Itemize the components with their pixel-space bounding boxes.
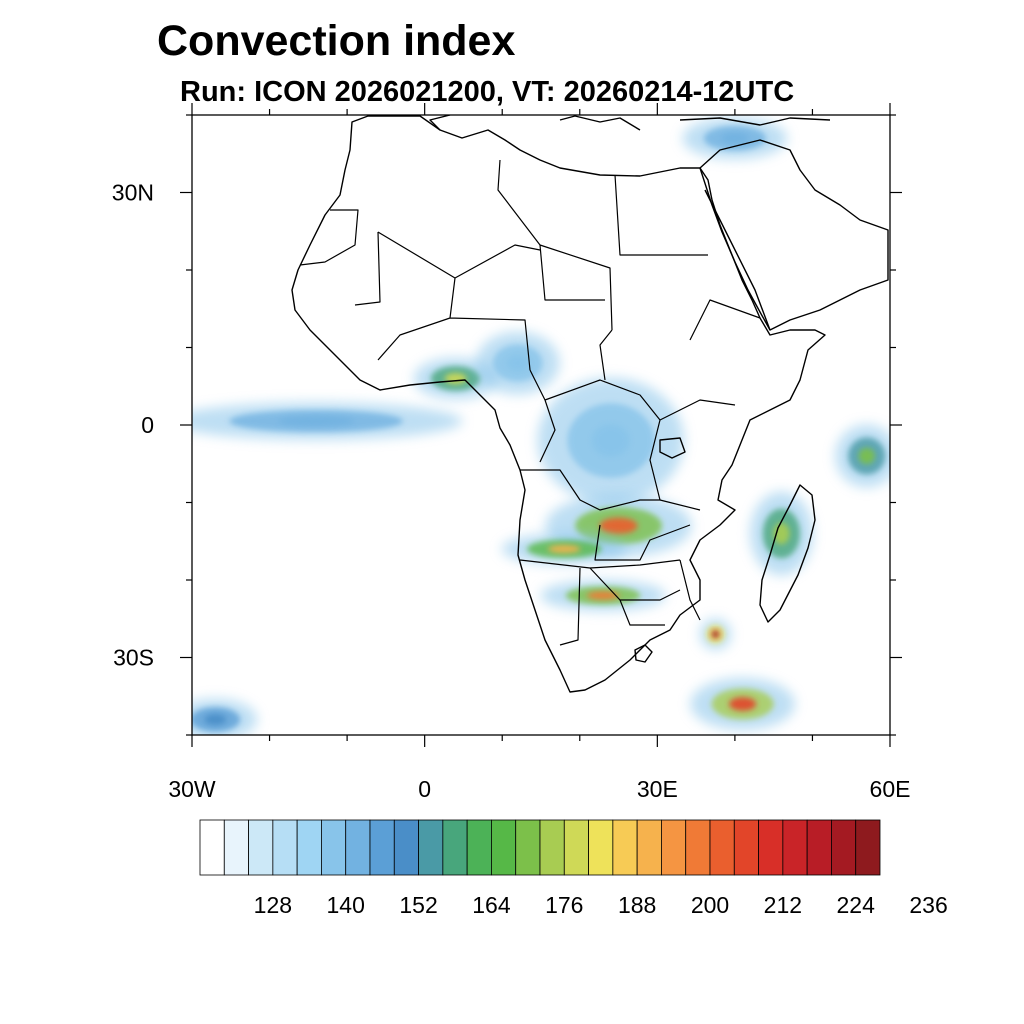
colorbar-swatch bbox=[588, 819, 614, 876]
colorbar-swatch bbox=[296, 819, 322, 876]
colorbar-swatch bbox=[442, 819, 468, 876]
convection-area-1 bbox=[192, 402, 463, 440]
x-tick-label: 30E bbox=[637, 776, 678, 802]
arabia-coastline bbox=[699, 139, 889, 331]
colorbar-swatch bbox=[393, 819, 419, 876]
coastlines-and-borders bbox=[291, 115, 889, 693]
convection-core bbox=[278, 416, 355, 427]
convection-area-12 bbox=[192, 698, 258, 735]
colorbar-swatch bbox=[782, 819, 808, 876]
convection-core bbox=[586, 591, 620, 600]
convection-area-11 bbox=[682, 117, 788, 160]
convection-core bbox=[858, 447, 875, 465]
colorbar-label: 140 bbox=[327, 892, 365, 918]
colorbar-swatch bbox=[636, 819, 662, 876]
convection-area-6 bbox=[540, 579, 666, 612]
colorbar-label: 212 bbox=[764, 892, 802, 918]
colorbar-label: 176 bbox=[545, 892, 583, 918]
colorbar-swatch bbox=[248, 819, 274, 876]
convection-core bbox=[204, 714, 227, 725]
colorbar-swatch bbox=[345, 819, 371, 876]
colorbar-swatch bbox=[272, 819, 298, 876]
madagascar-coastline bbox=[759, 484, 816, 623]
colorbar-swatch bbox=[661, 819, 687, 876]
colorbar-swatch bbox=[758, 819, 784, 876]
colorbar-swatch bbox=[685, 819, 711, 876]
x-tick-label: 30W bbox=[168, 776, 216, 802]
chart-title: Convection index bbox=[157, 17, 515, 65]
convection-area-8 bbox=[690, 677, 795, 731]
map-axes: 30W 0 30E 60E 30N 0 30S bbox=[112, 103, 911, 802]
convection-core bbox=[444, 373, 467, 384]
colorbar-swatch bbox=[223, 819, 249, 876]
convection-area-3 bbox=[537, 377, 685, 504]
colorbar-swatch bbox=[709, 819, 735, 876]
colorbar: 128 140 152 164 176 188 200 212 224 236 bbox=[199, 819, 948, 918]
colorbar-swatch bbox=[321, 819, 347, 876]
convection-core bbox=[547, 544, 581, 554]
y-tick-label: 0 bbox=[141, 412, 154, 438]
colorbar-label: 152 bbox=[399, 892, 437, 918]
colorbar-swatch bbox=[855, 819, 881, 876]
convection-area-2 bbox=[475, 331, 560, 395]
colorbar-label: 224 bbox=[837, 892, 876, 918]
colorbar-swatch bbox=[199, 819, 225, 876]
country-borders bbox=[299, 159, 761, 646]
colorbar-label: 188 bbox=[618, 892, 656, 918]
convection-core bbox=[599, 517, 638, 534]
colorbar-swatch bbox=[831, 819, 857, 876]
x-tick-label: 0 bbox=[418, 776, 431, 802]
colorbar-swatch bbox=[539, 819, 565, 876]
colorbar-swatch bbox=[369, 819, 395, 876]
europe-coastline bbox=[429, 115, 831, 131]
y-tick-label: 30S bbox=[113, 645, 154, 671]
convection-area-7 bbox=[699, 618, 732, 650]
convection-core bbox=[729, 697, 757, 711]
africa-coastline bbox=[291, 115, 826, 693]
colorbar-swatch bbox=[563, 819, 589, 876]
convection-core bbox=[506, 354, 529, 372]
red-sea-coast bbox=[704, 189, 771, 331]
x-tick-label: 60E bbox=[870, 776, 911, 802]
colorbar-label: 164 bbox=[472, 892, 511, 918]
colorbar-swatch bbox=[466, 819, 492, 876]
convection-core bbox=[591, 424, 630, 457]
colorbar-swatch bbox=[418, 819, 444, 876]
colorbar-swatch bbox=[491, 819, 517, 876]
colorbar-label: 200 bbox=[691, 892, 729, 918]
convection-field bbox=[192, 117, 890, 735]
colorbar-label: 236 bbox=[909, 892, 947, 918]
convection-area-10 bbox=[835, 424, 890, 488]
colorbar-label: 128 bbox=[254, 892, 292, 918]
y-tick-label: 30N bbox=[112, 180, 154, 206]
convection-area-9 bbox=[750, 491, 813, 576]
convection-core bbox=[711, 630, 720, 639]
lake-victoria bbox=[659, 437, 686, 459]
colorbar-swatch bbox=[806, 819, 832, 876]
convection-core bbox=[721, 132, 749, 144]
lesotho-border bbox=[634, 644, 653, 663]
colorbar-swatch bbox=[733, 819, 759, 876]
colorbar-swatch bbox=[612, 819, 638, 876]
colorbar-swatch bbox=[515, 819, 541, 876]
chart-subtitle: Run: ICON 2026021200, VT: 20260214-12UTC bbox=[180, 76, 794, 108]
